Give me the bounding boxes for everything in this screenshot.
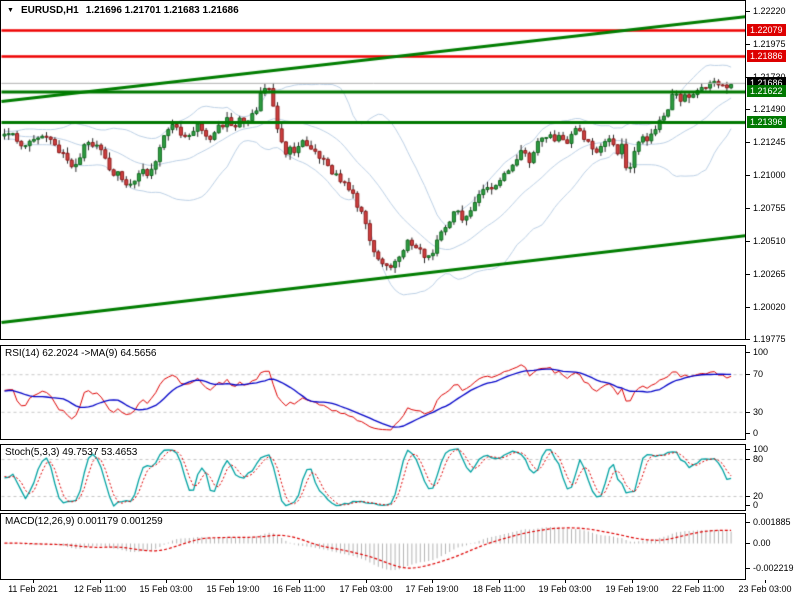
rsi-canvas[interactable] xyxy=(1,346,745,439)
scale-tick xyxy=(746,412,750,413)
macd-axis-label: -0.002219 xyxy=(753,563,794,573)
scale-tick xyxy=(746,208,750,209)
scale-tick xyxy=(746,274,750,275)
scale-tick xyxy=(746,449,750,450)
time-tick xyxy=(698,580,699,583)
stochastic-label: Stoch(5,3,3) 49.7537 53.4653 xyxy=(5,447,138,458)
time-tick xyxy=(499,580,500,583)
stochastic-panel: Stoch(5,3,3) 49.7537 53.4653 xyxy=(0,444,746,511)
price-badge: 1.22079 xyxy=(747,24,786,36)
price-axis-label: 1.21975 xyxy=(753,39,786,49)
price-axis-label: 1.21245 xyxy=(753,137,786,147)
time-tick xyxy=(632,580,633,583)
macd-canvas[interactable] xyxy=(1,514,745,579)
price-badge: 1.21396 xyxy=(747,116,786,128)
price-axis-label: 1.20755 xyxy=(753,203,786,213)
time-tick xyxy=(765,580,766,583)
scale-tick xyxy=(746,505,750,506)
price-axis-label: 1.20265 xyxy=(753,269,786,279)
scale-tick xyxy=(746,568,750,569)
time-tick xyxy=(366,580,367,583)
stoch-axis-label: 20 xyxy=(753,491,764,501)
scale-tick xyxy=(746,109,750,110)
scale-tick xyxy=(746,175,750,176)
time-axis-label: 19 Feb 19:00 xyxy=(605,584,659,594)
time-axis-label: 16 Feb 11:00 xyxy=(272,584,326,594)
time-axis-label: 15 Feb 19:00 xyxy=(206,584,260,594)
time-axis-label: 23 Feb 03:00 xyxy=(738,584,792,594)
time-tick xyxy=(100,580,101,583)
macd-axis-label: 0.00 xyxy=(753,538,771,548)
price-axis-label: 1.19775 xyxy=(753,334,786,344)
time-axis-label: 18 Feb 11:00 xyxy=(472,584,526,594)
scale-tick xyxy=(746,433,750,434)
time-tick xyxy=(33,580,34,583)
time-tick xyxy=(565,580,566,583)
time-tick xyxy=(166,580,167,583)
stoch-axis-label: 0 xyxy=(753,500,759,510)
scale-tick xyxy=(746,11,750,12)
scale-tick xyxy=(746,44,750,45)
price-axis-label: 1.21000 xyxy=(753,170,786,180)
symbol-dropdown-icon[interactable]: ▼ xyxy=(7,6,14,14)
chart-header: ▼ EURUSD,H1 1.21696 1.21701 1.21683 1.21… xyxy=(7,5,239,16)
stochastic-canvas[interactable] xyxy=(1,445,745,510)
scale-tick xyxy=(746,307,750,308)
price-axis-label: 1.21490 xyxy=(753,104,786,114)
time-axis-label: 19 Feb 03:00 xyxy=(538,584,592,594)
macd-axis-label: 0.001885 xyxy=(753,517,791,527)
time-tick xyxy=(299,580,300,583)
rsi-label: RSI(14) 62.2024 ->MA(9) 64.5656 xyxy=(5,348,157,359)
time-axis-label: 12 Feb 11:00 xyxy=(73,584,127,594)
main-chart-canvas[interactable] xyxy=(1,1,745,339)
time-tick xyxy=(233,580,234,583)
time-tick xyxy=(432,580,433,583)
time-axis-label: 17 Feb 03:00 xyxy=(339,584,393,594)
scale-tick xyxy=(746,241,750,242)
stoch-axis-label: 100 xyxy=(753,444,769,454)
scale-tick xyxy=(746,142,750,143)
scale-tick xyxy=(746,352,750,353)
time-axis-label: 17 Feb 19:00 xyxy=(405,584,459,594)
scale-tick xyxy=(746,459,750,460)
scale-tick xyxy=(746,543,750,544)
rsi-axis-label: 100 xyxy=(753,347,769,357)
rsi-axis-label: 0 xyxy=(753,428,759,438)
scale-tick xyxy=(746,374,750,375)
rsi-axis-label: 70 xyxy=(753,369,764,379)
main-chart-panel: ▼ EURUSD,H1 1.21696 1.21701 1.21683 1.21… xyxy=(0,0,746,340)
scale-tick xyxy=(746,522,750,523)
scale-tick xyxy=(746,339,750,340)
macd-label: MACD(12,26,9) 0.001179 0.001259 xyxy=(5,516,163,527)
scale-tick xyxy=(746,496,750,497)
price-axis-label: 1.20020 xyxy=(753,302,786,312)
ohlc-quote-label: 1.21696 1.21701 1.21683 1.21686 xyxy=(85,5,239,16)
time-axis-label: 11 Feb 2021 xyxy=(8,584,58,594)
price-badge: 1.21886 xyxy=(747,50,786,62)
price-axis-label: 1.22220 xyxy=(753,6,786,16)
time-axis[interactable]: 11 Feb 2021 12 Feb 11:00 15 Feb 03:00 15 Fe… xyxy=(0,580,800,600)
time-axis-label: 15 Feb 03:00 xyxy=(139,584,193,594)
price-axis-label: 1.20510 xyxy=(753,236,786,246)
rsi-axis-label: 30 xyxy=(753,407,764,417)
macd-panel: MACD(12,26,9) 0.001179 0.001259 xyxy=(0,513,746,580)
stoch-axis-label: 80 xyxy=(753,454,764,464)
time-axis-label: 22 Feb 11:00 xyxy=(671,584,725,594)
price-scale[interactable]: 1.222201.219751.217301.214901.212451.210… xyxy=(746,0,800,580)
price-badge: 1.21622 xyxy=(747,85,786,97)
symbol-timeframe-label: EURUSD,H1 xyxy=(20,5,79,16)
rsi-panel: RSI(14) 62.2024 ->MA(9) 64.5656 xyxy=(0,345,746,440)
